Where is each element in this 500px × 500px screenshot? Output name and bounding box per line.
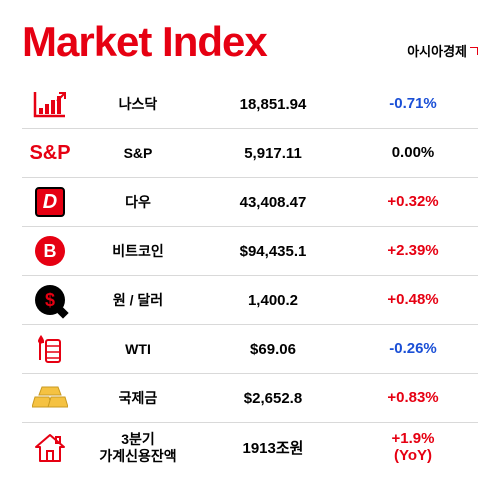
table-row: S&PS&P5,917.110.00%: [22, 129, 478, 178]
oil-icon: [22, 332, 78, 366]
index-name: S&P: [78, 145, 198, 162]
table-row: B비트코인$94,435.1+2.39%: [22, 227, 478, 276]
index-name: 나스닥: [78, 96, 198, 113]
index-value: 43,408.47: [198, 194, 348, 211]
table-row: 3분기가계신용잔액1913조원+1.9%(YoY): [22, 423, 478, 472]
index-name: 3분기가계신용잔액: [78, 431, 198, 465]
index-name: 비트코인: [78, 243, 198, 260]
gold-icon: [22, 385, 78, 411]
house-icon: [22, 433, 78, 463]
index-value: $69.06: [198, 341, 348, 358]
index-value: $94,435.1: [198, 243, 348, 260]
index-value: 5,917.11: [198, 145, 348, 162]
index-change: -0.26%: [348, 341, 478, 358]
index-value: $2,652.8: [198, 390, 348, 407]
table-row: 나스닥18,851.94-0.71%: [22, 80, 478, 129]
sp-icon: S&P: [22, 142, 78, 165]
btc-icon: B: [22, 236, 78, 266]
chart-icon: [22, 90, 78, 118]
table-row: 국제금$2,652.8+0.83%: [22, 374, 478, 423]
index-change: 0.00%: [348, 145, 478, 162]
index-change: +1.9%(YoY): [348, 431, 478, 464]
index-name: WTI: [78, 341, 198, 358]
index-change: -0.71%: [348, 96, 478, 113]
index-name: 국제금: [78, 390, 198, 407]
index-value: 1,400.2: [198, 292, 348, 309]
market-table: 나스닥18,851.94-0.71%S&PS&P5,917.110.00%D다우…: [22, 80, 478, 472]
index-value: 18,851.94: [198, 96, 348, 113]
index-change: +2.39%: [348, 243, 478, 260]
index-name: 원 / 달러: [78, 292, 198, 309]
index-value: 1913조원: [198, 437, 348, 458]
index-change: +0.48%: [348, 292, 478, 309]
usd-icon: $: [22, 285, 78, 315]
source-text: 아시아경제: [407, 41, 467, 60]
dow-icon: D: [22, 187, 78, 217]
index-change: +0.32%: [348, 194, 478, 211]
table-row: D다우43,408.47+0.32%: [22, 178, 478, 227]
page-title: Market Index: [22, 18, 267, 66]
source-mark-icon: [470, 47, 478, 55]
table-row: WTI$69.06-0.26%: [22, 325, 478, 374]
header: Market Index 아시아경제: [22, 18, 478, 66]
index-change: +0.83%: [348, 390, 478, 407]
index-name: 다우: [78, 194, 198, 211]
table-row: $원 / 달러1,400.2+0.48%: [22, 276, 478, 325]
source-label: 아시아경제: [407, 41, 478, 66]
